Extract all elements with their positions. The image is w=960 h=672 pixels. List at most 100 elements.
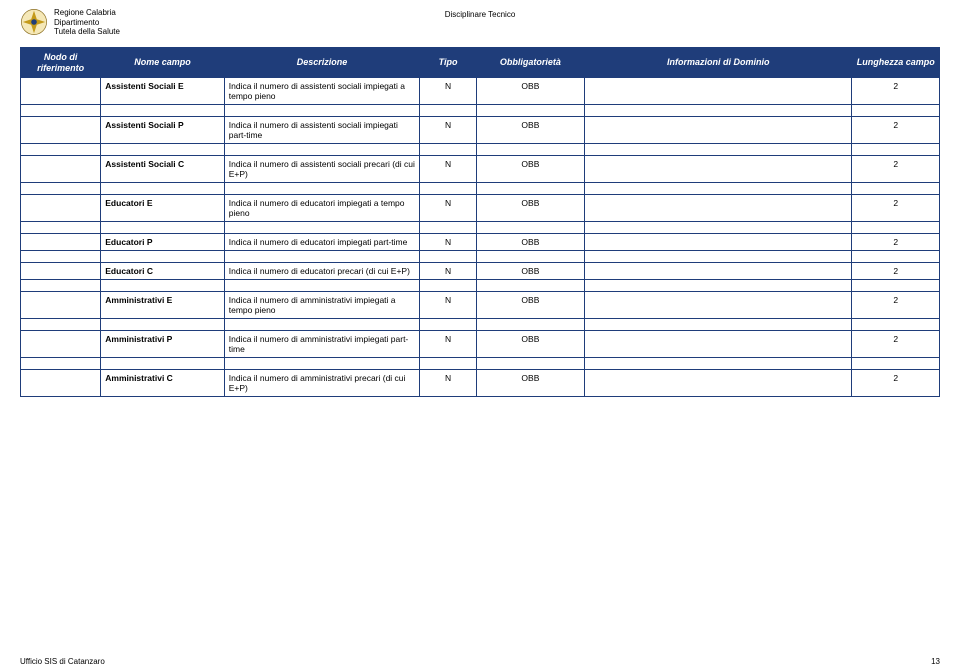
cell-desc: Indica il numero di educatori impiegati … [224, 234, 420, 251]
spacer-cell [224, 358, 420, 370]
cell-nodo [21, 370, 101, 397]
cell-nome: Amministrativi C [101, 370, 224, 397]
th-obbl: Obbligatorietà [476, 47, 584, 78]
spacer-cell [852, 105, 940, 117]
spacer-cell [21, 183, 101, 195]
table-row: Educatori EIndica il numero di educatori… [21, 195, 940, 222]
cell-info [584, 331, 852, 358]
org-line-1: Regione Calabria [54, 8, 120, 18]
org-text: Regione Calabria Dipartimento Tutela del… [54, 8, 120, 37]
spacer-row [21, 144, 940, 156]
spacer-cell [852, 319, 940, 331]
spacer-cell [476, 144, 584, 156]
cell-tipo: N [420, 331, 477, 358]
spacer-row [21, 251, 940, 263]
cell-tipo: N [420, 234, 477, 251]
cell-nome: Assistenti Sociali P [101, 117, 224, 144]
cell-lung: 2 [852, 263, 940, 280]
table-header-row: Nodo di riferimento Nome campo Descrizio… [21, 47, 940, 78]
cell-lung: 2 [852, 78, 940, 105]
spacer-cell [101, 144, 224, 156]
spacer-cell [21, 358, 101, 370]
cell-info [584, 117, 852, 144]
cell-info [584, 370, 852, 397]
cell-lung: 2 [852, 117, 940, 144]
spacer-cell [21, 280, 101, 292]
org-block: Regione Calabria Dipartimento Tutela del… [20, 8, 120, 37]
table-row: Assistenti Sociali PIndica il numero di … [21, 117, 940, 144]
spacer-cell [420, 319, 477, 331]
org-line-3: Tutela della Salute [54, 27, 120, 37]
spacer-cell [476, 222, 584, 234]
cell-lung: 2 [852, 234, 940, 251]
cell-desc: Indica il numero di assistenti sociali i… [224, 117, 420, 144]
th-info: Informazioni di Dominio [584, 47, 852, 78]
cell-tipo: N [420, 195, 477, 222]
doc-title: Disciplinare Tecnico [445, 10, 516, 19]
spacer-cell [420, 280, 477, 292]
spacer-cell [584, 280, 852, 292]
cell-tipo: N [420, 370, 477, 397]
cell-info [584, 234, 852, 251]
table-row: Assistenti Sociali CIndica il numero di … [21, 156, 940, 183]
cell-tipo: N [420, 78, 477, 105]
spacer-cell [224, 105, 420, 117]
spacer-cell [101, 183, 224, 195]
spacer-cell [584, 222, 852, 234]
spacer-cell [584, 319, 852, 331]
cell-nodo [21, 292, 101, 319]
spacer-cell [476, 183, 584, 195]
cell-obbl: OBB [476, 78, 584, 105]
cell-tipo: N [420, 292, 477, 319]
spacer-row [21, 183, 940, 195]
cell-nodo [21, 156, 101, 183]
cell-nodo [21, 331, 101, 358]
spacer-cell [101, 251, 224, 263]
cell-lung: 2 [852, 292, 940, 319]
cell-info [584, 156, 852, 183]
cell-lung: 2 [852, 331, 940, 358]
footer-left: Ufficio SIS di Catanzaro [20, 657, 105, 666]
cell-obbl: OBB [476, 370, 584, 397]
spacer-cell [420, 183, 477, 195]
cell-obbl: OBB [476, 331, 584, 358]
spacer-cell [584, 358, 852, 370]
cell-obbl: OBB [476, 156, 584, 183]
spacer-cell [852, 144, 940, 156]
cell-desc: Indica il numero di assistenti sociali p… [224, 156, 420, 183]
spacer-row [21, 319, 940, 331]
spacer-cell [852, 222, 940, 234]
spacer-cell [852, 183, 940, 195]
spacer-cell [476, 251, 584, 263]
spacer-cell [476, 358, 584, 370]
cell-desc: Indica il numero di amministrativi impie… [224, 292, 420, 319]
spacer-cell [852, 358, 940, 370]
region-logo-icon [20, 8, 48, 36]
spacer-cell [224, 280, 420, 292]
spacer-cell [224, 183, 420, 195]
cell-info [584, 78, 852, 105]
table-row: Educatori PIndica il numero di educatori… [21, 234, 940, 251]
spacer-cell [101, 358, 224, 370]
cell-nome: Educatori C [101, 263, 224, 280]
spacer-cell [101, 105, 224, 117]
cell-nome: Assistenti Sociali C [101, 156, 224, 183]
spacer-cell [476, 105, 584, 117]
table-row: Amministrativi PIndica il numero di ammi… [21, 331, 940, 358]
spacer-cell [476, 280, 584, 292]
spacer-row [21, 280, 940, 292]
spacer-cell [420, 251, 477, 263]
spacer-cell [852, 280, 940, 292]
page-header: Regione Calabria Dipartimento Tutela del… [20, 8, 940, 37]
spacer-cell [420, 358, 477, 370]
spacer-cell [21, 251, 101, 263]
fields-table: Nodo di riferimento Nome campo Descrizio… [20, 47, 940, 398]
cell-obbl: OBB [476, 195, 584, 222]
cell-tipo: N [420, 117, 477, 144]
cell-nome: Assistenti Sociali E [101, 78, 224, 105]
cell-nodo [21, 234, 101, 251]
spacer-cell [224, 251, 420, 263]
cell-nodo [21, 263, 101, 280]
cell-lung: 2 [852, 195, 940, 222]
spacer-cell [224, 319, 420, 331]
